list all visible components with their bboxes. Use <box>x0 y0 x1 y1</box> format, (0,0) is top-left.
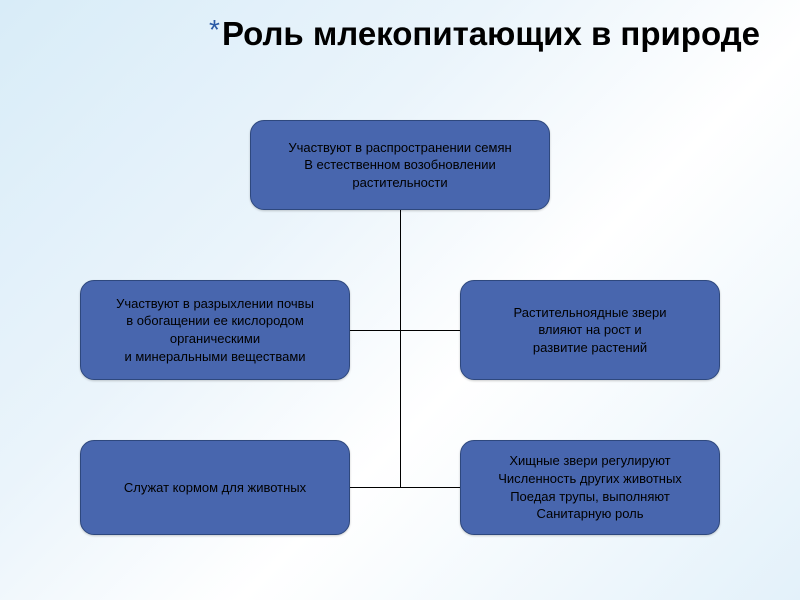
diagram: Участвуют в распространении семянВ естес… <box>0 0 800 600</box>
node-n3: Растительноядные зверивлияют на рост ира… <box>460 280 720 380</box>
connector-row1 <box>350 330 460 331</box>
node-n2: Участвуют в разрыхлении почвыв обогащени… <box>80 280 350 380</box>
node-n5: Хищные звери регулируютЧисленность други… <box>460 440 720 535</box>
connector-trunk <box>400 210 401 487</box>
slide: *Роль млекопитающих в природе Участвуют … <box>0 0 800 600</box>
node-root: Участвуют в распространении семянВ естес… <box>250 120 550 210</box>
connector-row2 <box>350 487 460 488</box>
node-n4: Служат кормом для животных <box>80 440 350 535</box>
